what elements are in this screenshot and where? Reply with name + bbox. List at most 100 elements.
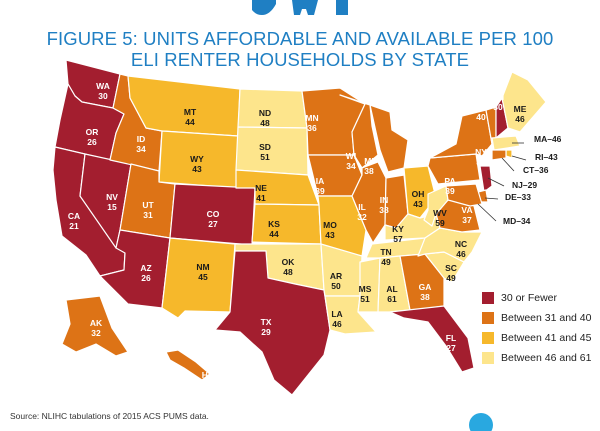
state-nd xyxy=(237,88,308,129)
state-abbr: NM xyxy=(196,262,209,272)
state-label-tn: TN 49 xyxy=(380,247,391,267)
state-label-sc: SC 49 xyxy=(445,263,457,283)
state-abbr: AK xyxy=(90,318,103,328)
state-label-me: ME 46 xyxy=(514,104,527,124)
state-value: 43 xyxy=(413,199,423,209)
legend-label: Between 31 and 40 xyxy=(501,312,592,324)
state-ct xyxy=(491,149,507,161)
state-label-in: IN 38 xyxy=(379,195,389,215)
legend-label: 30 or Fewer xyxy=(501,292,558,304)
legend-item-46-61: Between 46 and 61 xyxy=(482,349,592,367)
state-label-fl: FL 27 xyxy=(446,333,456,353)
state-abbr: IA xyxy=(316,176,325,186)
state-value: 57 xyxy=(393,234,403,244)
logo-letter-i xyxy=(336,0,348,15)
state-value: 15 xyxy=(107,202,117,212)
state-value: 35 xyxy=(476,157,486,167)
state-value: 46 xyxy=(332,319,342,329)
state-value: 44 xyxy=(269,229,279,239)
leader-line-de xyxy=(484,197,499,200)
state-abbr: GA xyxy=(419,282,432,292)
state-value: 43 xyxy=(192,164,202,174)
state-ma xyxy=(491,135,521,151)
state-hi xyxy=(165,349,211,381)
legend-swatch xyxy=(482,352,494,364)
state-ri xyxy=(505,149,513,159)
state-abbr: OH xyxy=(412,189,425,199)
state-value: 51 xyxy=(360,294,370,304)
state-label-al: AL 61 xyxy=(386,284,397,304)
state-abbr: IN xyxy=(380,195,389,205)
state-label-ms: MS 51 xyxy=(359,284,372,304)
state-ks xyxy=(251,203,322,245)
state-label-nh: NH 30 xyxy=(492,92,504,112)
state-value: 49 xyxy=(446,273,456,283)
callout-leaders xyxy=(477,142,527,222)
state-abbr: VA xyxy=(461,205,472,215)
state-abbr: VT xyxy=(476,102,488,112)
state-abbr: MT xyxy=(184,107,197,117)
title-line-2: ELI RENTER HOUSEHOLDS BY STATE xyxy=(130,49,470,70)
state-label-ks: KS 44 xyxy=(268,219,280,239)
state-abbr: MS xyxy=(359,284,372,294)
state-pa xyxy=(427,153,481,185)
leader-line-md xyxy=(477,203,497,222)
state-label-hi: HI 35 xyxy=(201,370,211,390)
state-value: 41 xyxy=(256,193,266,203)
state-abbr: KS xyxy=(268,219,280,229)
state-abbr: SD xyxy=(259,142,271,152)
state-value: 51 xyxy=(260,152,270,162)
leader-line-ct xyxy=(501,157,515,172)
state-il xyxy=(351,161,387,244)
state-label-mo: MO 43 xyxy=(323,220,337,240)
state-value: 27 xyxy=(446,343,456,353)
callout-label-nj: NJ–29 xyxy=(512,180,537,190)
state-label-oh: OH 43 xyxy=(412,189,425,209)
state-label-va: VA 37 xyxy=(461,205,472,225)
state-abbr: WV xyxy=(433,208,447,218)
state-label-ky: KY 57 xyxy=(392,224,404,244)
state-value: 30 xyxy=(98,91,108,101)
state-value: 34 xyxy=(136,144,146,154)
state-abbr: AL xyxy=(386,284,397,294)
state-mi xyxy=(369,104,409,173)
state-label-ne: NE 41 xyxy=(255,183,267,203)
state-label-ok: OK 48 xyxy=(282,257,296,277)
state-label-ca: CA 21 xyxy=(68,211,80,231)
state-value: 37 xyxy=(462,215,472,225)
state-value: 40 xyxy=(476,112,486,122)
state-abbr: OR xyxy=(86,127,99,137)
callout-label-ri: RI–43 xyxy=(535,152,558,162)
state-ms xyxy=(357,257,381,313)
callout-label-de: DE–33 xyxy=(505,192,531,202)
state-label-nc: NC 46 xyxy=(455,239,467,259)
state-label-nv: NV 15 xyxy=(106,192,118,212)
state-value: 46 xyxy=(456,249,466,259)
state-abbr: WA xyxy=(96,81,110,91)
state-abbr: NV xyxy=(106,192,118,202)
state-tx xyxy=(214,250,331,396)
state-abbr: AR xyxy=(330,271,342,281)
state-sd xyxy=(235,126,309,176)
state-value: 38 xyxy=(379,205,389,215)
state-label-vt: VT 40 xyxy=(476,102,488,122)
state-value: 44 xyxy=(185,117,195,127)
state-label-ar: AR 50 xyxy=(330,271,342,291)
state-abbr: WI xyxy=(346,151,356,161)
corner-ornament xyxy=(469,413,493,431)
state-abbr: NY xyxy=(475,147,487,157)
state-abbr: PA xyxy=(444,176,455,186)
state-label-ia: IA 39 xyxy=(315,176,325,196)
state-value: 59 xyxy=(435,218,445,228)
state-value: 38 xyxy=(420,292,430,302)
state-fl xyxy=(389,305,475,373)
state-mt xyxy=(127,75,241,137)
legend-item-31-40: Between 31 and 40 xyxy=(482,309,592,327)
state-abbr: NE xyxy=(255,183,267,193)
state-label-mn: MN 36 xyxy=(305,113,318,133)
state-abbr: WY xyxy=(190,154,204,164)
state-label-il: IL 32 xyxy=(357,202,367,222)
legend-swatch xyxy=(482,292,494,304)
state-value: 29 xyxy=(261,327,271,337)
